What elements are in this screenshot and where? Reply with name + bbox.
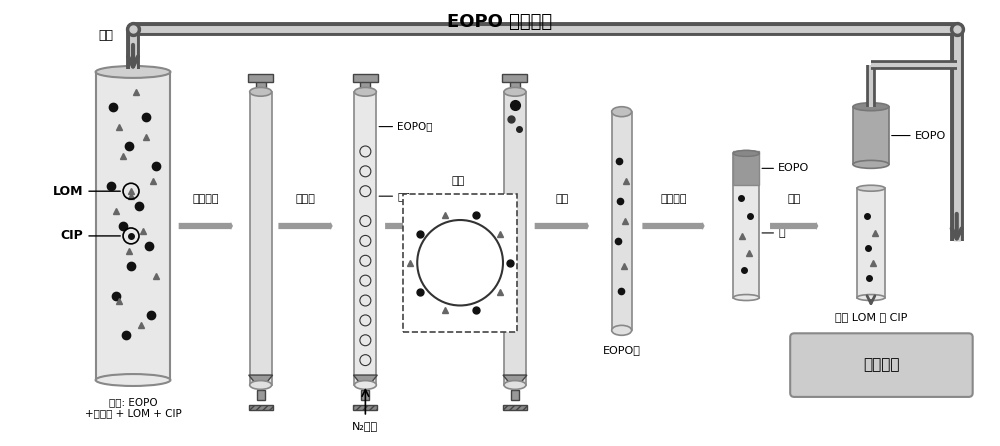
Text: 溶液: EOPO
+成相盐 + LOM + CIP: 溶液: EOPO +成相盐 + LOM + CIP [85,397,181,418]
Text: 水: 水 [778,228,785,238]
FancyBboxPatch shape [504,92,526,385]
FancyBboxPatch shape [503,405,527,410]
Polygon shape [503,375,527,390]
Ellipse shape [250,380,272,389]
Ellipse shape [250,87,272,96]
Text: EOPO相: EOPO相 [397,122,433,132]
Ellipse shape [733,294,759,301]
Ellipse shape [853,103,889,111]
Text: EOPO 循环使用: EOPO 循环使用 [447,13,553,31]
Text: 温度诱导: 温度诱导 [660,194,687,204]
Text: 分离: 分离 [788,194,801,204]
FancyBboxPatch shape [612,112,632,330]
FancyBboxPatch shape [853,107,889,165]
FancyBboxPatch shape [510,79,520,93]
Text: CIP: CIP [60,229,83,243]
Text: 盐相: 盐相 [397,191,410,201]
Ellipse shape [733,150,759,157]
FancyBboxPatch shape [733,153,759,297]
FancyBboxPatch shape [403,194,517,332]
Ellipse shape [853,161,889,168]
FancyBboxPatch shape [361,390,369,400]
FancyBboxPatch shape [353,405,377,410]
Ellipse shape [612,107,632,117]
Ellipse shape [857,294,885,301]
Text: 转移: 转移 [99,29,114,42]
FancyBboxPatch shape [96,72,170,380]
Text: 分离: 分离 [555,194,568,204]
FancyBboxPatch shape [502,74,527,82]
Ellipse shape [96,66,170,78]
Text: EOPO相: EOPO相 [603,345,641,355]
FancyBboxPatch shape [353,74,378,82]
Polygon shape [353,375,377,390]
Ellipse shape [733,150,759,157]
Text: LOM: LOM [53,185,83,198]
FancyBboxPatch shape [857,188,885,297]
FancyBboxPatch shape [250,92,272,385]
Ellipse shape [857,185,885,191]
Polygon shape [249,375,273,390]
FancyBboxPatch shape [256,79,266,93]
FancyBboxPatch shape [790,333,973,397]
Text: EOPO: EOPO [915,131,946,140]
Text: N₂气流: N₂气流 [352,421,378,431]
Text: 浮选: 浮选 [451,176,465,186]
Ellipse shape [612,326,632,335]
Ellipse shape [504,380,526,389]
Text: 静置分相: 静置分相 [193,194,219,204]
Text: 通气气: 通气气 [296,194,315,204]
FancyBboxPatch shape [257,390,265,400]
Ellipse shape [354,87,376,96]
FancyBboxPatch shape [248,74,273,82]
Text: 气泡: 气泡 [453,256,468,269]
Text: 高效液相: 高效液相 [863,358,900,372]
FancyBboxPatch shape [360,79,370,93]
Ellipse shape [504,87,526,96]
FancyBboxPatch shape [354,92,376,385]
FancyBboxPatch shape [249,405,273,410]
Text: 测定 LOM 和 CIP: 测定 LOM 和 CIP [835,313,907,322]
Ellipse shape [354,380,376,389]
FancyBboxPatch shape [733,152,759,185]
Text: EOPO: EOPO [778,163,809,173]
Ellipse shape [96,374,170,386]
FancyBboxPatch shape [511,390,519,400]
